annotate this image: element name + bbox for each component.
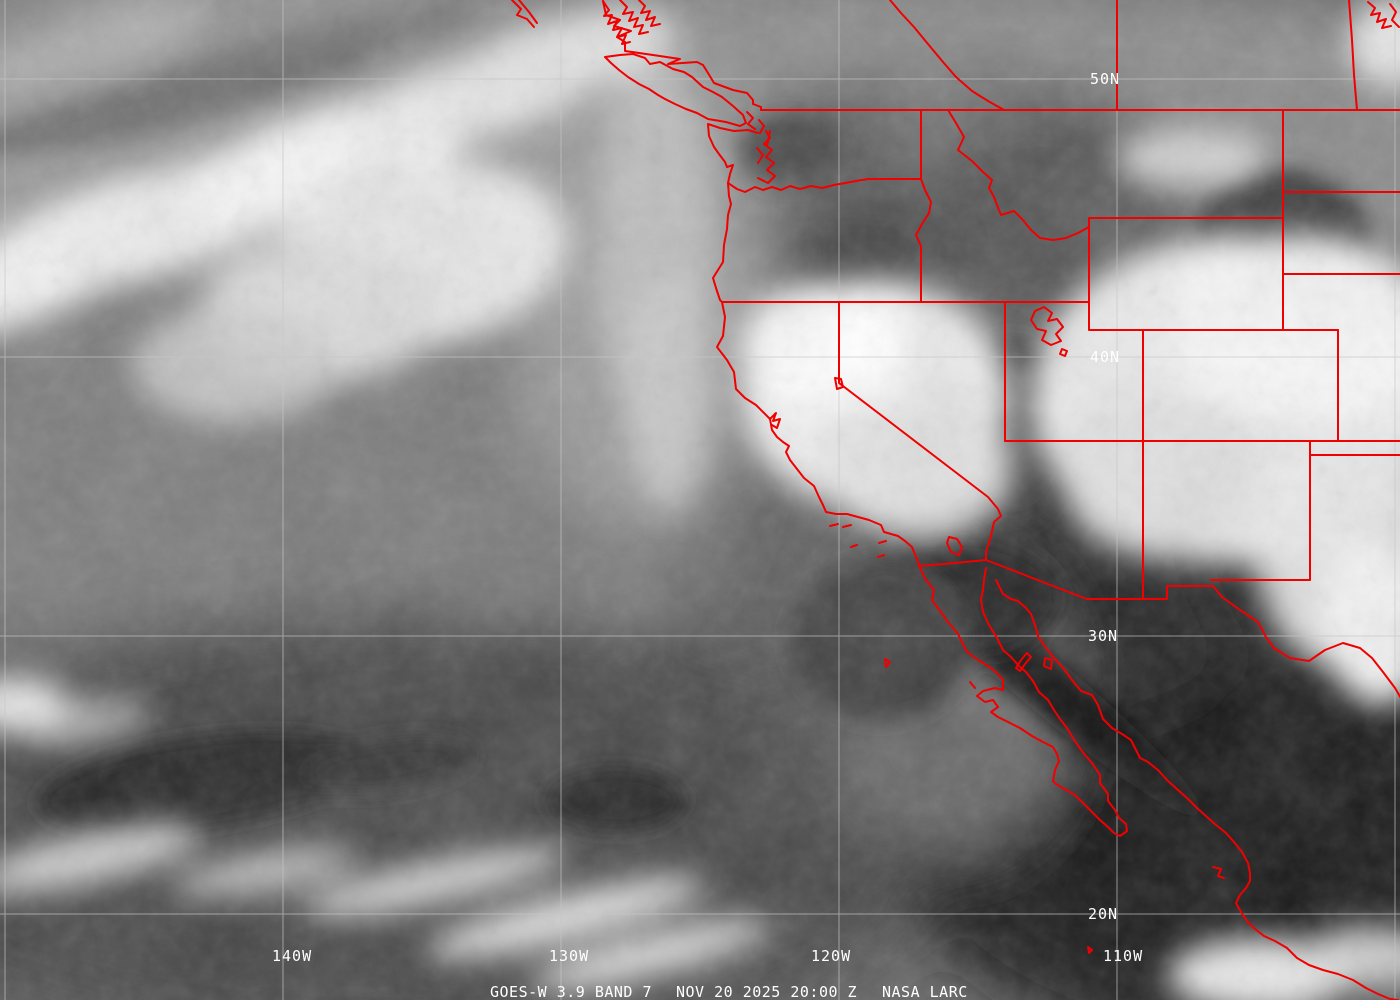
california-nevada-border <box>838 301 1002 561</box>
isla-socorro <box>1087 946 1093 954</box>
caption-instrument: GOES-W 3.9 BAND 7 <box>490 983 652 1000</box>
washington-oregon-border <box>727 178 922 193</box>
dakota-borders <box>1282 191 1400 275</box>
caption-timestamp: NOV 20 2025 20:00 Z <box>676 983 857 1000</box>
pacific-coastline <box>712 182 920 567</box>
lon-label-110w: 110W <box>1103 947 1143 965</box>
saskatchewan-manitoba-border <box>1348 0 1358 111</box>
lake-tahoe <box>834 377 844 390</box>
isla-cedros <box>969 681 976 689</box>
vancouver-island-coastline <box>604 53 747 127</box>
san-francisco-bay <box>769 412 781 429</box>
lon-label-120w: 120W <box>811 947 851 965</box>
baja-california-coastline <box>918 565 1128 837</box>
puget-sound-coastline <box>756 130 776 184</box>
manitoba-lakes <box>1367 1 1400 29</box>
lon-label-130w: 130W <box>549 947 589 965</box>
us-mexico-border <box>918 559 1214 600</box>
idaho-montana-border <box>947 109 1090 241</box>
salton-sea <box>946 536 963 556</box>
great-salt-lake <box>1030 306 1064 346</box>
lat-label-20n: 20N <box>1088 905 1118 923</box>
map-boundaries-overlay <box>511 0 1400 1000</box>
oregon-idaho-border <box>915 178 932 303</box>
isla-angel-de-la-guarda <box>1015 652 1032 672</box>
haida-gwaii-coastline <box>511 0 538 28</box>
lat-label-40n: 40N <box>1090 348 1120 366</box>
utah-lake <box>1059 348 1068 357</box>
channel-islands <box>829 523 887 558</box>
mexico-mainland-coastline <box>995 579 1399 1000</box>
rio-grande-border <box>1212 585 1400 699</box>
lat-label-50n: 50N <box>1090 70 1120 88</box>
grid-labels: 50N 40N 30N 20N 140W 130W 120W 110W <box>272 70 1143 965</box>
bc-mainland-coastline <box>602 0 762 111</box>
juan-de-fuca-coastline <box>707 123 759 184</box>
bc-alberta-border <box>889 0 1005 111</box>
lat-label-30n: 30N <box>1088 627 1118 645</box>
caption-credit: NASA LARC <box>882 983 968 1000</box>
image-caption: GOES-W 3.9 BAND 7 NOV 20 2025 20:00 Z NA… <box>490 983 968 1000</box>
islas-marias <box>1212 866 1225 879</box>
isla-guadalupe <box>884 658 891 668</box>
isla-tiburon <box>1043 657 1053 670</box>
newmexico-texas-border <box>1210 440 1311 581</box>
lon-label-140w: 140W <box>272 947 312 965</box>
wyoming-montana-borders <box>1088 109 1339 331</box>
gulf-islands-coastline <box>746 111 765 134</box>
